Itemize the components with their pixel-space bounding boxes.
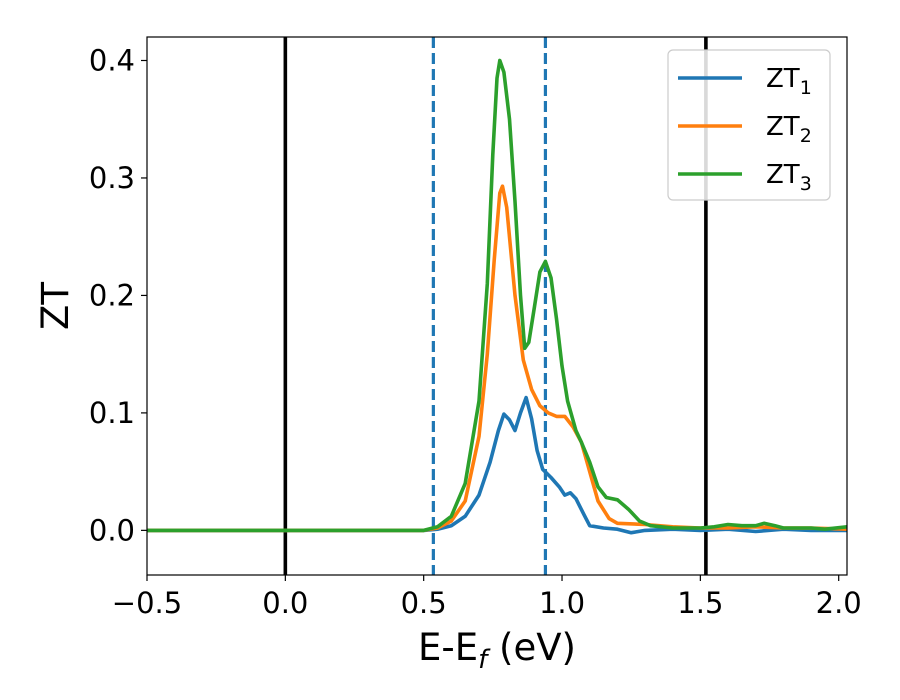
- y-tick-label: 0.3: [89, 161, 135, 195]
- legend-entry-zt1: ZT1: [766, 64, 812, 99]
- series-line-zt3: [147, 58, 847, 533]
- y-axis-label: ZT: [34, 282, 77, 330]
- legend: ZT1 ZT2 ZT3: [667, 49, 831, 201]
- y-tick-label: 0.4: [89, 43, 135, 77]
- x-tick-label: 2.0: [816, 586, 862, 620]
- x-tick-label: −0.5: [112, 586, 182, 620]
- x-tick-label: 1.0: [539, 586, 585, 620]
- x-axis-ticks: −0.5 0.0 0.5 1.0 1.5 2.0: [112, 575, 862, 620]
- y-tick-label: 0.1: [89, 396, 135, 430]
- x-tick-label: 1.5: [677, 586, 723, 620]
- legend-entry-zt2: ZT2: [766, 112, 812, 147]
- legend-box: [667, 49, 831, 201]
- x-tick-label: 0.5: [401, 586, 447, 620]
- x-axis-label-base: E-E: [418, 626, 478, 669]
- x-axis-label: E-Ef (eV): [418, 626, 576, 675]
- plot-frame: [146, 36, 848, 576]
- series-layer: [147, 58, 847, 535]
- y-tick-label: 0.2: [89, 278, 135, 312]
- y-tick-label: 0.0: [89, 513, 135, 547]
- x-tick-label: 0.0: [262, 586, 308, 620]
- x-axis-label-suffix: (eV): [487, 626, 576, 669]
- y-axis-ticks: 0.0 0.1 0.2 0.3 0.4: [89, 43, 147, 547]
- legend-entry-zt3: ZT3: [766, 160, 812, 195]
